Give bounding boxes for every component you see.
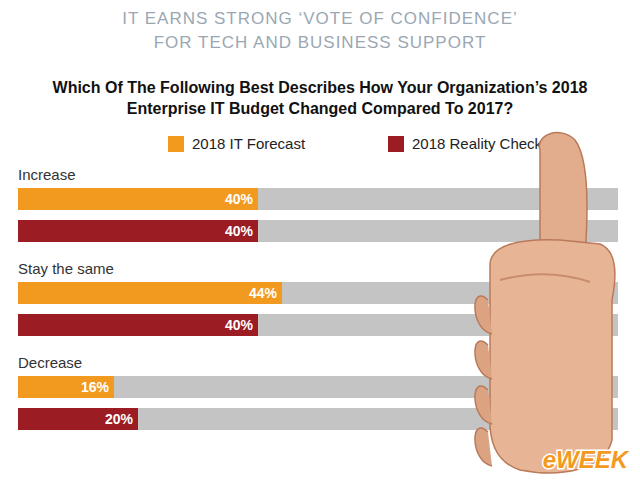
legend-label: 2018 Reality Check [412, 135, 543, 152]
legend-swatch [388, 136, 404, 152]
bar [18, 188, 258, 210]
finger [475, 386, 492, 424]
fist-crease [500, 274, 590, 282]
background [0, 0, 640, 480]
logo: eWEEK [543, 446, 630, 473]
legend-swatch [168, 136, 184, 152]
data-label: 16% [81, 379, 110, 395]
bars [18, 188, 282, 430]
data-label: 40% [225, 191, 254, 207]
thumbs-up-illustration [475, 133, 615, 473]
chart-root: IT EARNS STRONG ‘VOTE OF CONFIDENCE’ FOR … [0, 0, 640, 480]
subtitle-line: Which Of The Following Best Describes Ho… [53, 79, 588, 96]
legend-label: 2018 IT Forecast [192, 135, 306, 152]
finger [475, 296, 492, 334]
category-label: Increase [18, 166, 76, 183]
title: IT EARNS STRONG ‘VOTE OF CONFIDENCE’ FOR … [122, 9, 518, 52]
fist [490, 240, 615, 473]
bar [18, 408, 138, 430]
data-label: 20% [105, 411, 134, 427]
finger [475, 341, 492, 379]
title-line: IT EARNS STRONG ‘VOTE OF CONFIDENCE’ [122, 9, 518, 28]
legend: 2018 IT Forecast 2018 Reality Check [168, 135, 543, 152]
bar-track [18, 188, 618, 210]
category-label: Stay the same [18, 260, 114, 277]
data-labels: 40% 40% 44% 40% 16% 20% [81, 191, 278, 427]
bar [18, 220, 258, 242]
finger [475, 428, 492, 466]
title-line: FOR TECH AND BUSINESS SUPPORT [154, 33, 487, 52]
subtitle-line: Enterprise IT Budget Changed Compared To… [127, 100, 513, 117]
bar [18, 376, 114, 398]
bar-track [18, 220, 618, 242]
category-label: Decrease [18, 354, 82, 371]
data-label: 40% [225, 223, 254, 239]
subtitle: Which Of The Following Best Describes Ho… [53, 79, 588, 117]
bar [18, 282, 282, 304]
bar [18, 314, 258, 336]
chart: IT EARNS STRONG ‘VOTE OF CONFIDENCE’ FOR … [0, 0, 640, 480]
data-label: 40% [225, 317, 254, 333]
data-label: 44% [249, 285, 278, 301]
